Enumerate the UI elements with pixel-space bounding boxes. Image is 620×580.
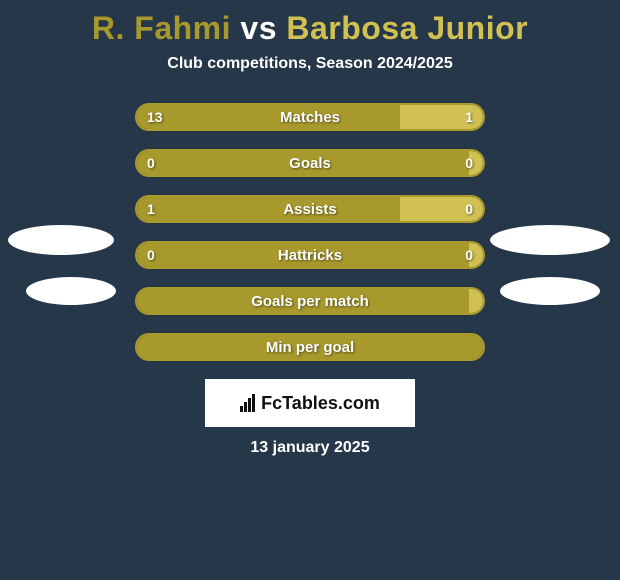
logo-bars-icon: [240, 394, 255, 412]
fctables-logo: FcTables.com: [240, 393, 380, 414]
player-ellipse-3: [500, 277, 600, 305]
subtitle: Club competitions, Season 2024/2025: [0, 55, 620, 73]
bar-left: [137, 105, 400, 129]
player-ellipse-0: [8, 225, 114, 255]
bar-left: [137, 243, 469, 267]
stat-row: Min per goal: [135, 333, 485, 361]
bar-right: [400, 105, 483, 129]
stat-row: Goals per match: [135, 287, 485, 315]
bar-left: [137, 289, 469, 313]
logo-text: FcTables.com: [261, 393, 380, 414]
title-player-right: Barbosa Junior: [286, 10, 528, 46]
bar-right: [469, 243, 483, 267]
comparison-card: R. Fahmi vs Barbosa Junior Club competit…: [0, 0, 620, 457]
player-ellipse-1: [26, 277, 116, 305]
stat-row: Matches131: [135, 103, 485, 131]
logo-box: FcTables.com: [205, 379, 415, 427]
title-vs: vs: [231, 10, 286, 46]
stat-row: Goals00: [135, 149, 485, 177]
player-ellipse-2: [490, 225, 610, 255]
stat-row: Assists10: [135, 195, 485, 223]
bar-left: [137, 197, 400, 221]
stat-row: Hattricks00: [135, 241, 485, 269]
date-line: 13 january 2025: [0, 439, 620, 457]
stats-area: Matches131 Goals00 Assists10 Hattricks00 Goa…: [0, 103, 620, 361]
title-player-left: R. Fahmi: [92, 10, 231, 46]
bar-right: [400, 197, 483, 221]
bar-right: [469, 289, 483, 313]
bar-right: [469, 151, 483, 175]
page-title: R. Fahmi vs Barbosa Junior: [0, 10, 620, 47]
bar-left: [137, 151, 469, 175]
bar-left: [137, 335, 483, 359]
